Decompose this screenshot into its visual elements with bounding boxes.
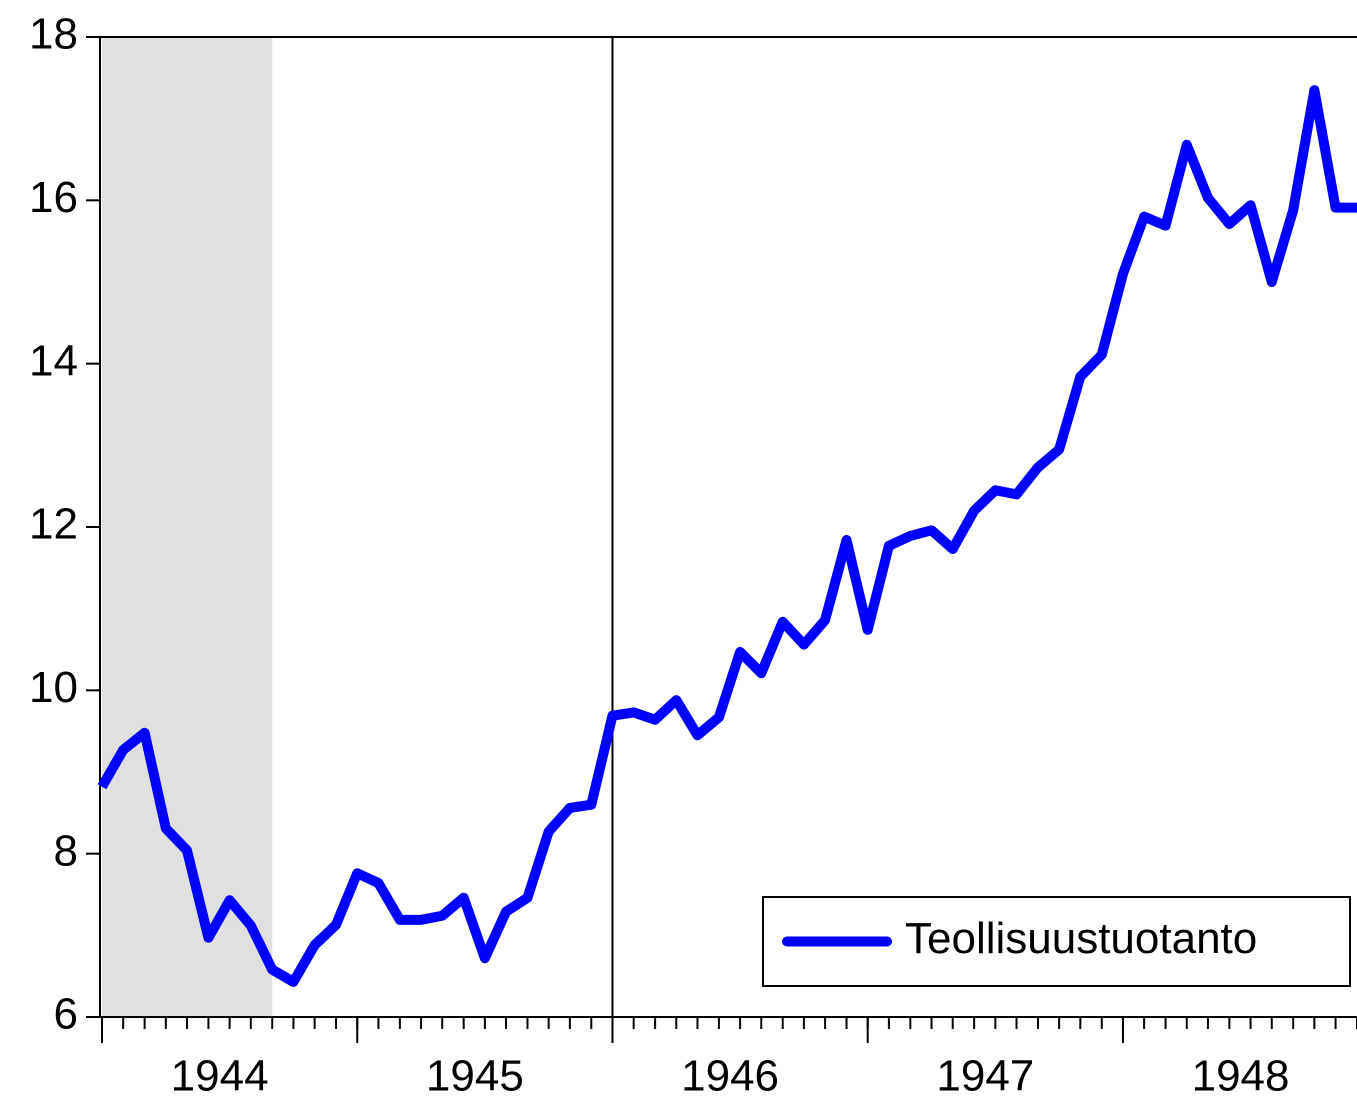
plot-frame [99,36,1357,1018]
y-tick-label: 18 [29,10,78,59]
legend-label: Teollisuustuotanto [905,914,1257,963]
y-tick-label: 10 [29,663,78,712]
y-tick-label: 14 [29,336,78,385]
y-tick-label: 12 [29,500,78,549]
data-line [97,85,1357,987]
y-tick-label: 8 [54,826,78,875]
x-tick-label: 1946 [681,1052,779,1101]
y-tick-label: 6 [54,990,78,1039]
x-tick-label: 1947 [936,1052,1034,1101]
x-tick-label: 1944 [171,1052,269,1101]
x-tick-label: 1948 [1192,1052,1290,1101]
x-tick-label: 1945 [426,1052,524,1101]
y-tick-label: 16 [29,173,78,222]
